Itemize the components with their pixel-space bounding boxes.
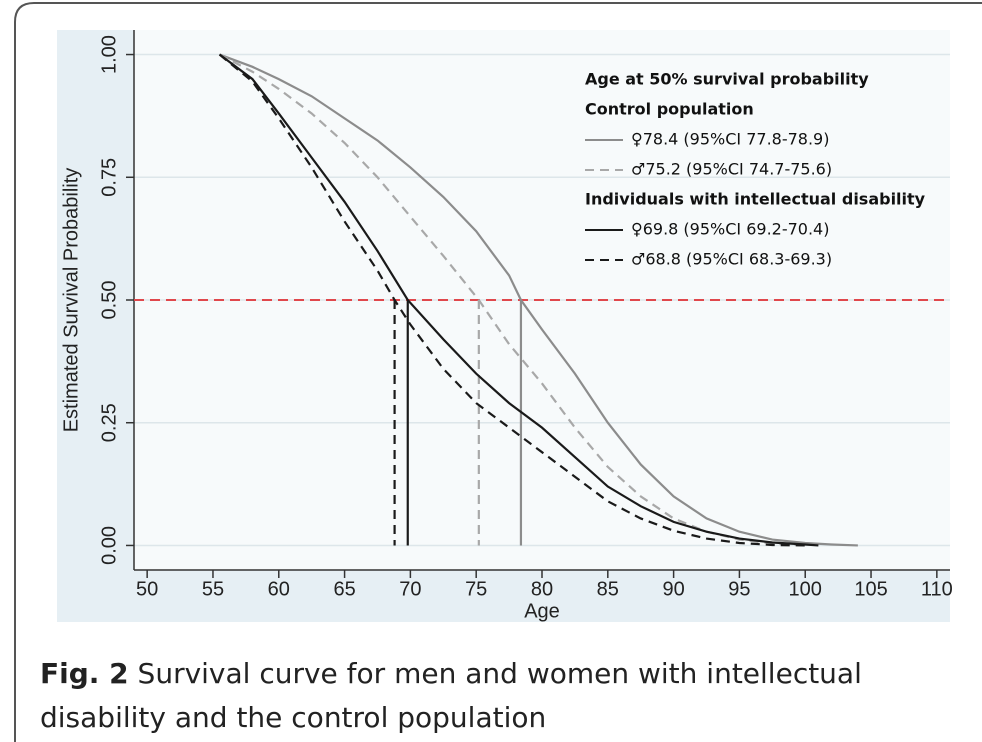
legend-label: ♂68.8 (95%CI 68.3-69.3) xyxy=(631,250,832,269)
y-tick-label: 0.00 xyxy=(98,526,120,565)
x-tick-label: 100 xyxy=(789,578,822,600)
x-tick-label: 110 xyxy=(921,578,953,600)
legend-group: Individuals with intellectual disability xyxy=(585,190,926,209)
frame xyxy=(14,2,982,742)
x-tick-label: 50 xyxy=(136,578,158,600)
x-axis-title: Age xyxy=(524,600,560,622)
survival-curve xyxy=(219,53,858,547)
x-tick-label: 90 xyxy=(662,578,684,600)
x-tick-label: 70 xyxy=(399,578,421,600)
y-tick-label: 0.75 xyxy=(98,158,120,197)
caption: Fig. 2 Survival curve for men and women … xyxy=(40,652,970,740)
x-tick-label: 55 xyxy=(202,578,224,600)
y-tick-label: 0.25 xyxy=(98,403,120,442)
y-tick-label: 1.00 xyxy=(98,35,120,74)
y-tick-label: 0.50 xyxy=(98,281,120,320)
caption-label: Fig. 2 xyxy=(40,657,129,690)
x-tick-label: 75 xyxy=(465,578,487,600)
y-axis-title: Estimated Survival Probability xyxy=(60,168,82,433)
legend-group: Control population xyxy=(585,100,754,119)
legend-title: Age at 50% survival probability xyxy=(585,70,869,89)
caption-text: Survival curve for men and women with in… xyxy=(40,657,862,734)
x-tick-label: 85 xyxy=(597,578,619,600)
survival-curve xyxy=(218,53,819,547)
survival-curve xyxy=(218,53,806,547)
x-tick-label: 80 xyxy=(531,578,553,600)
x-tick-label: 65 xyxy=(333,578,355,600)
x-tick-label: 60 xyxy=(268,578,290,600)
legend-label: ♂75.2 (95%CI 74.7-75.6) xyxy=(631,160,832,179)
legend-label: ♀69.8 (95%CI 69.2-70.4) xyxy=(631,220,829,239)
x-tick-label: 105 xyxy=(854,578,887,600)
x-tick-label: 95 xyxy=(728,578,750,600)
legend-label: ♀78.4 (95%CI 77.8-78.9) xyxy=(631,130,829,149)
